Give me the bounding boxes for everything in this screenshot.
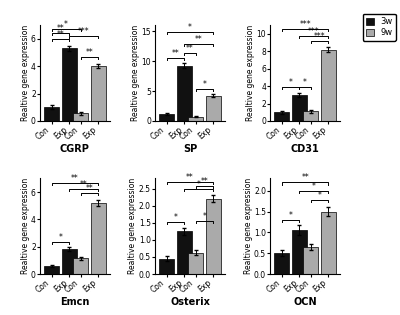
X-axis label: OCN: OCN: [293, 297, 317, 307]
Text: *: *: [202, 212, 206, 221]
Text: *: *: [58, 233, 62, 242]
Text: *: *: [188, 23, 192, 32]
Text: **: **: [186, 44, 194, 53]
Bar: [91, 203, 106, 274]
Text: *: *: [289, 211, 292, 220]
Bar: [177, 66, 192, 121]
Text: *: *: [312, 182, 316, 191]
Text: ***: ***: [299, 20, 311, 29]
Text: **: **: [195, 35, 203, 44]
Text: *: *: [197, 180, 201, 189]
Bar: [44, 107, 59, 121]
Text: **: **: [86, 184, 93, 193]
X-axis label: Emcn: Emcn: [60, 297, 90, 307]
Y-axis label: Realtive gene expression: Realtive gene expression: [131, 25, 140, 121]
Bar: [321, 212, 336, 274]
Text: ***: ***: [78, 27, 90, 36]
Bar: [62, 249, 76, 274]
Y-axis label: Realtive gene expression: Realtive gene expression: [244, 178, 252, 274]
Bar: [177, 231, 192, 274]
Y-axis label: Realtive gene expression: Realtive gene expression: [128, 178, 138, 274]
Bar: [91, 66, 106, 121]
Text: **: **: [201, 177, 208, 186]
Bar: [159, 259, 174, 274]
Bar: [62, 49, 76, 121]
Text: **: **: [56, 24, 64, 33]
Text: **: **: [80, 180, 88, 189]
Bar: [159, 114, 174, 121]
Text: *: *: [289, 77, 292, 87]
Bar: [188, 117, 203, 121]
Bar: [274, 112, 289, 121]
Bar: [206, 199, 221, 274]
Text: *: *: [64, 20, 68, 29]
X-axis label: CGRP: CGRP: [60, 144, 90, 154]
Text: ***: ***: [314, 32, 326, 41]
Bar: [304, 111, 318, 121]
Text: ***: ***: [308, 27, 320, 36]
Bar: [292, 95, 307, 121]
Bar: [321, 49, 336, 121]
Bar: [292, 230, 307, 274]
Text: *: *: [303, 77, 307, 87]
Bar: [44, 266, 59, 274]
Text: **: **: [86, 48, 93, 57]
Bar: [304, 247, 318, 274]
X-axis label: Osterix: Osterix: [170, 297, 210, 307]
Bar: [73, 113, 88, 121]
X-axis label: SP: SP: [183, 144, 197, 154]
Text: **: **: [301, 174, 309, 182]
Text: *: *: [202, 80, 206, 89]
Text: **: **: [56, 30, 64, 39]
Y-axis label: Realtive gene expression: Realtive gene expression: [20, 25, 30, 121]
Legend: 3w, 9w: 3w, 9w: [363, 14, 396, 41]
Text: *: *: [318, 192, 322, 200]
X-axis label: CD31: CD31: [291, 144, 320, 154]
Y-axis label: Realtive gene expression: Realtive gene expression: [20, 178, 30, 274]
Bar: [206, 96, 221, 121]
Text: **: **: [186, 173, 194, 182]
Y-axis label: Realtive gene expression: Realtive gene expression: [246, 25, 255, 121]
Bar: [73, 258, 88, 274]
Text: **: **: [71, 174, 79, 183]
Text: **: **: [172, 49, 179, 58]
Bar: [188, 253, 203, 274]
Bar: [274, 253, 289, 274]
Text: *: *: [174, 213, 178, 222]
